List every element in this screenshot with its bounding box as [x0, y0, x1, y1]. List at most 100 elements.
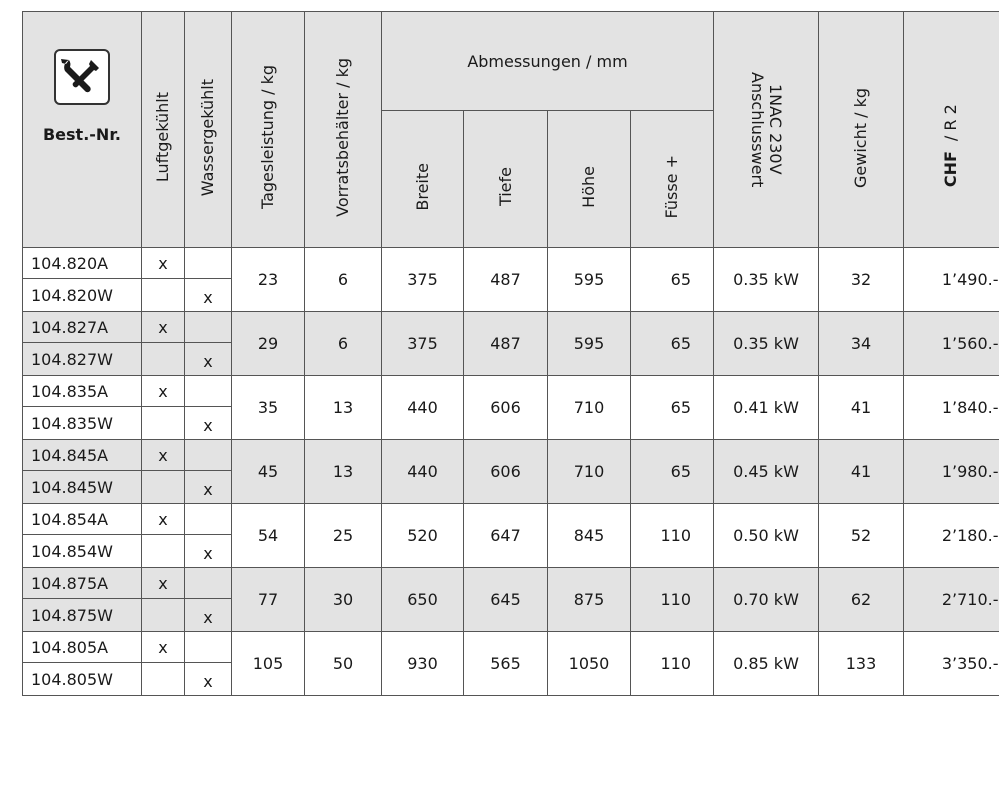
- tiefe-value: 606: [463, 375, 548, 440]
- article-number-w: 104.827W: [22, 342, 142, 376]
- fuesse-value: 110: [630, 503, 714, 568]
- tagesleistung-value: 105: [231, 631, 305, 696]
- article-number-w: 104.835W: [22, 406, 142, 440]
- luftgekuehlt-empty: [141, 278, 185, 312]
- header-best-nr: Best.-Nr.: [22, 11, 142, 248]
- luftgekuehlt-empty: [141, 470, 185, 504]
- luftgekuehlt-mark: x: [141, 567, 185, 599]
- tagesleistung-value: 77: [231, 567, 305, 632]
- price-value: 3’350.-: [903, 631, 999, 696]
- luftgekuehlt-mark: x: [141, 311, 185, 343]
- breite-value: 650: [381, 567, 464, 632]
- article-number-a: 104.845A: [22, 439, 142, 471]
- tiefe-value: 487: [463, 311, 548, 376]
- tiefe-value: 647: [463, 503, 548, 568]
- fuesse-value: 110: [630, 567, 714, 632]
- hoehe-value: 710: [547, 375, 631, 440]
- tagesleistung-value: 54: [231, 503, 305, 568]
- table-row: 104.820A x 23 6 375 487 595 65 0.35 kW 32 1’490.-: [22, 247, 999, 312]
- table-row: 104.875A x 77 30 650 645 875 110 0.70 kW 62 2’710.…: [22, 567, 999, 632]
- hoehe-value: 845: [547, 503, 631, 568]
- table-row: 104.827A x 29 6 375 487 595 65 0.35 kW 34 1’560.-: [22, 311, 999, 376]
- breite-value: 375: [381, 247, 464, 312]
- anschluss-value: 0.70 kW: [713, 567, 819, 632]
- breite-value: 440: [381, 375, 464, 440]
- luftgekuehlt-mark: x: [141, 631, 185, 663]
- gewicht-value: 62: [818, 567, 904, 632]
- article-number-a: 104.835A: [22, 375, 142, 407]
- wassergekuehlt-empty: [184, 311, 232, 343]
- header-tiefe: Tiefe: [463, 110, 548, 248]
- wassergekuehlt-empty: [184, 247, 232, 279]
- article-number-w: 104.845W: [22, 470, 142, 504]
- wassergekuehlt-mark: x: [184, 662, 232, 696]
- header-anschlusswert: Anschlusswert 1NAC 230V: [713, 11, 819, 248]
- breite-value: 520: [381, 503, 464, 568]
- header-abmessungen: Abmessungen / mm: [381, 11, 714, 111]
- hoehe-value: 875: [547, 567, 631, 632]
- fuesse-value: 65: [630, 439, 714, 504]
- hoehe-value: 595: [547, 247, 631, 312]
- table-row: 104.827W x: [22, 342, 999, 376]
- luftgekuehlt-empty: [141, 534, 185, 568]
- gewicht-value: 34: [818, 311, 904, 376]
- price-value: 2’180.-: [903, 503, 999, 568]
- luftgekuehlt-empty: [141, 342, 185, 376]
- article-number-a: 104.827A: [22, 311, 142, 343]
- price-value: 2’710.-: [903, 567, 999, 632]
- article-number-a: 104.875A: [22, 567, 142, 599]
- header-gewicht: Gewicht / kg: [818, 11, 904, 248]
- breite-value: 440: [381, 439, 464, 504]
- tiefe-value: 606: [463, 439, 548, 504]
- breite-value: 930: [381, 631, 464, 696]
- table-row: 104.845A x 45 13 440 606 710 65 0.45 kW 41 1’980.-: [22, 439, 999, 504]
- tagesleistung-value: 23: [231, 247, 305, 312]
- luftgekuehlt-mark: x: [141, 247, 185, 279]
- tools-icon: [54, 49, 110, 105]
- anschluss-value: 0.50 kW: [713, 503, 819, 568]
- article-number-w: 104.820W: [22, 278, 142, 312]
- tiefe-value: 487: [463, 247, 548, 312]
- wassergekuehlt-mark: x: [184, 406, 232, 440]
- tagesleistung-value: 35: [231, 375, 305, 440]
- anschluss-value: 0.41 kW: [713, 375, 819, 440]
- gewicht-value: 41: [818, 375, 904, 440]
- article-number-w: 104.854W: [22, 534, 142, 568]
- wassergekuehlt-mark: x: [184, 534, 232, 568]
- tiefe-value: 565: [463, 631, 548, 696]
- wassergekuehlt-empty: [184, 503, 232, 535]
- table-row: 104.835W x: [22, 406, 999, 440]
- table-row: 104.845W x: [22, 470, 999, 504]
- price-table: Best.-Nr. Luftgekühlt Wassergekühlt Tage…: [22, 11, 999, 696]
- tagesleistung-value: 45: [231, 439, 305, 504]
- luftgekuehlt-mark: x: [141, 375, 185, 407]
- vorrat-value: 6: [304, 247, 382, 312]
- wassergekuehlt-empty: [184, 567, 232, 599]
- vorrat-value: 50: [304, 631, 382, 696]
- vorrat-value: 13: [304, 375, 382, 440]
- price-value: 1’560.-: [903, 311, 999, 376]
- best-nr-label: Best.-Nr.: [42, 125, 121, 144]
- wassergekuehlt-mark: x: [184, 598, 232, 632]
- wassergekuehlt-mark: x: [184, 470, 232, 504]
- tiefe-value: 645: [463, 567, 548, 632]
- header-vorratsbehaelter: Vorratsbehälter / kg: [304, 11, 382, 248]
- anschluss-value: 0.85 kW: [713, 631, 819, 696]
- article-number-w: 104.805W: [22, 662, 142, 696]
- gewicht-value: 41: [818, 439, 904, 504]
- price-value: 1’490.-: [903, 247, 999, 312]
- luftgekuehlt-mark: x: [141, 503, 185, 535]
- gewicht-value: 32: [818, 247, 904, 312]
- anschluss-value: 0.45 kW: [713, 439, 819, 504]
- fuesse-value: 65: [630, 311, 714, 376]
- article-number-w: 104.875W: [22, 598, 142, 632]
- wassergekuehlt-empty: [184, 375, 232, 407]
- hoehe-value: 595: [547, 311, 631, 376]
- wassergekuehlt-empty: [184, 631, 232, 663]
- header-breite: Breite: [381, 110, 464, 248]
- hoehe-value: 1050: [547, 631, 631, 696]
- luftgekuehlt-mark: x: [141, 439, 185, 471]
- luftgekuehlt-empty: [141, 406, 185, 440]
- header-wassergekuehlt: Wassergekühlt: [184, 11, 232, 248]
